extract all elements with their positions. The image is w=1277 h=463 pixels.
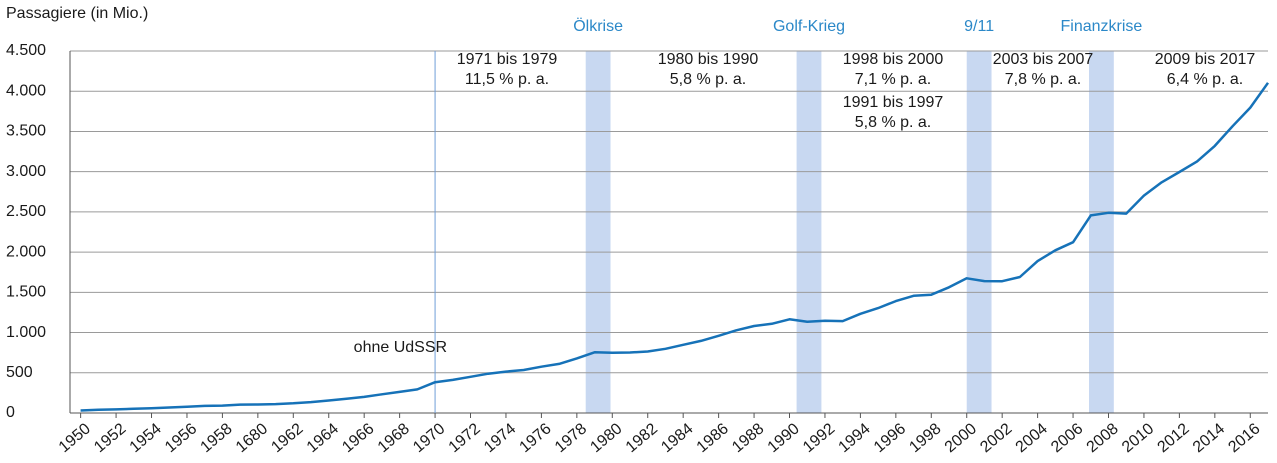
band-label: 9/11 <box>964 18 994 35</box>
period-label: 5,8 % p. a. <box>670 71 747 88</box>
x-tick-label: 1968 <box>375 420 413 456</box>
band-label: Finanzkrise <box>1061 18 1143 35</box>
period-label: 1991 bis 1997 <box>843 94 944 111</box>
marker-label: ohne UdSSR <box>354 339 447 356</box>
x-tick-label: 1982 <box>623 420 661 456</box>
x-tick-label: 1964 <box>304 420 342 456</box>
shaded-band <box>966 51 992 413</box>
x-tick-label: 1966 <box>339 420 377 456</box>
x-tick-label: 1680 <box>233 420 271 456</box>
y-axis-label: Passagiere (in Mio.) <box>6 5 148 22</box>
y-tick-label: 4.500 <box>6 42 46 59</box>
band-label: Golf-Krieg <box>773 18 845 35</box>
period-label: 2003 bis 2007 <box>993 51 1094 68</box>
period-label: 1971 bis 1979 <box>457 51 558 68</box>
x-tick-label: 2000 <box>942 420 980 456</box>
period-label: 7,1 % p. a. <box>855 71 932 88</box>
x-tick-label: 1952 <box>91 420 129 456</box>
shaded-band <box>796 51 822 413</box>
x-tick-label: 1976 <box>516 420 554 456</box>
y-tick-label: 1.500 <box>6 284 46 301</box>
x-tick-label: 1956 <box>162 420 200 456</box>
y-tick-label: 1.000 <box>6 324 46 341</box>
period-label: 2009 bis 2017 <box>1155 51 1256 68</box>
y-tick-label: 3.500 <box>6 123 46 140</box>
y-tick-label: 2.000 <box>6 243 46 260</box>
x-tick-label: 1978 <box>552 420 590 456</box>
x-tick-label: 1996 <box>871 420 909 456</box>
y-tick-label: 0 <box>6 404 15 421</box>
x-tick-label: 2012 <box>1154 420 1192 456</box>
period-label: 6,4 % p. a. <box>1167 71 1244 88</box>
x-tick-label: 1990 <box>765 420 803 456</box>
y-tick-label: 2.500 <box>6 203 46 220</box>
x-tick-label: 1986 <box>694 420 732 456</box>
period-label: 1998 bis 2000 <box>843 51 944 68</box>
period-label: 7,8 % p. a. <box>1005 71 1082 88</box>
period-label: 5,8 % p. a. <box>855 114 932 131</box>
period-label: 11,5 % p. a. <box>465 71 549 88</box>
y-tick-label: 4.000 <box>6 82 46 99</box>
x-tick-label: 1962 <box>268 420 306 456</box>
data-line <box>80 82 1270 412</box>
x-tick-label: 1970 <box>410 420 448 456</box>
shaded-band <box>585 51 611 413</box>
x-tick-label: 2008 <box>1084 420 1122 456</box>
band-label: Ölkrise <box>573 17 623 35</box>
x-tick-label: 1950 <box>56 420 94 456</box>
x-tick-label: 1998 <box>906 420 944 456</box>
x-tick-label: 1988 <box>729 420 767 456</box>
x-tick-label: 1980 <box>587 420 625 456</box>
x-tick-label: 1992 <box>800 420 838 456</box>
x-tick-label: 1972 <box>446 420 484 456</box>
x-tick-label: 1984 <box>658 420 696 456</box>
x-tick-label: 2002 <box>977 420 1015 456</box>
x-tick-label: 1994 <box>835 420 873 456</box>
y-tick-label: 3.000 <box>6 163 46 180</box>
x-tick-label: 2006 <box>1048 420 1086 456</box>
x-tick-label: 1974 <box>481 420 519 456</box>
x-tick-label: 2004 <box>1013 420 1051 456</box>
y-tick-label: 500 <box>6 364 33 381</box>
period-label: 1980 bis 1990 <box>658 51 759 68</box>
x-tick-label: 1954 <box>127 420 165 456</box>
x-tick-label: 2010 <box>1119 420 1157 456</box>
shaded-band <box>1089 51 1114 413</box>
x-tick-label: 2014 <box>1190 420 1228 456</box>
x-tick-label: 1958 <box>197 420 235 456</box>
x-tick-label: 2016 <box>1225 420 1263 456</box>
